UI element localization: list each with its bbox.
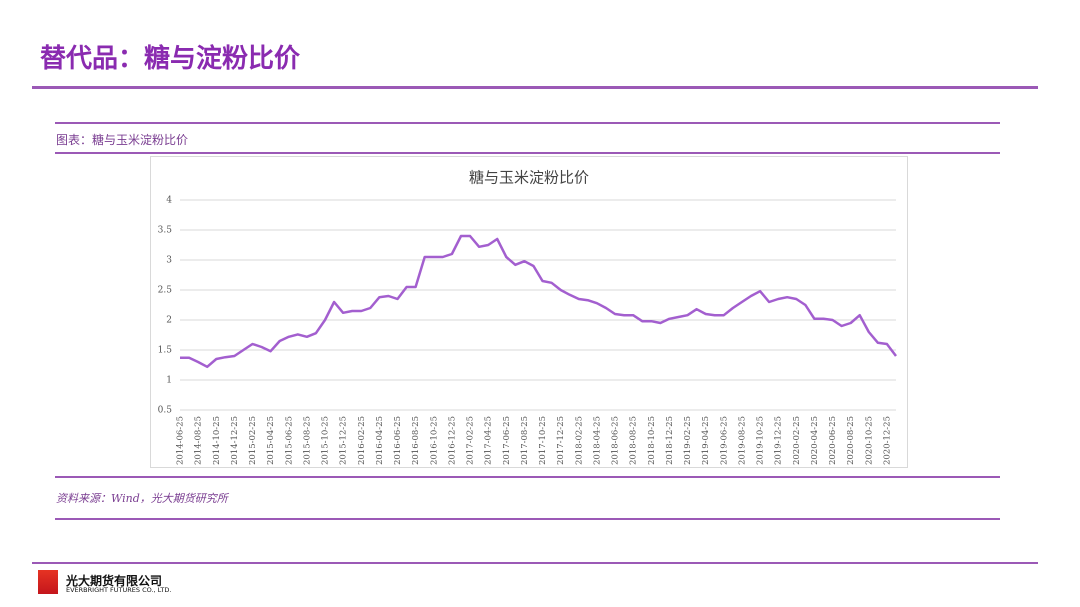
company-name-en: EVERBRIGHT FUTURES CO., LTD. (66, 586, 172, 594)
x-tick-label: 2019-04-25 (701, 416, 711, 465)
chart: 糖与玉米淀粉比价 0.5 1 1.5 2 2.5 3 3.5 4 2014-06-25 2014-… (150, 156, 908, 468)
x-tick-label: 2014-10-25 (212, 416, 222, 465)
slide-title: 替代品：糖与淀粉比价 (40, 44, 301, 74)
x-tick-label: 2016-04-25 (375, 416, 385, 465)
x-tick-label: 2018-04-25 (592, 416, 602, 465)
x-tick-label: 2016-02-25 (357, 416, 367, 465)
y-tick-label: 1 (166, 376, 172, 386)
x-tick-label: 2020-08-25 (846, 416, 856, 465)
x-tick-label: 2019-02-25 (683, 416, 693, 465)
x-tick-label: 2016-06-25 (393, 416, 403, 465)
caption-rule (55, 152, 1000, 154)
x-tick-label: 2020-06-25 (828, 416, 838, 465)
x-tick-label: 2019-08-25 (737, 416, 747, 465)
x-tick-label: 2018-02-25 (574, 416, 584, 465)
x-tick-label: 2020-04-25 (810, 416, 820, 465)
x-tick-label: 2019-10-25 (756, 416, 766, 465)
source-rule (55, 518, 1000, 520)
company-name: 光大期货有限公司 (66, 574, 163, 588)
logo (38, 570, 58, 594)
x-tick-label: 2017-06-25 (502, 416, 512, 465)
x-tick-label: 2017-04-25 (484, 416, 494, 465)
x-tick-label: 2020-02-25 (792, 416, 802, 465)
x-tick-label: 2015-10-25 (321, 416, 331, 465)
x-tick-label: 2017-12-25 (556, 416, 566, 465)
x-tick-label: 2014-08-25 (194, 416, 204, 465)
footer-rule (32, 562, 1038, 564)
y-tick-label: 4 (166, 196, 172, 206)
x-tick-label: 2015-06-25 (284, 416, 294, 465)
source-note: 资料来源：Wind，光大期货研究所 (56, 492, 228, 505)
y-tick-label: 0.5 (158, 406, 173, 416)
chart-frame (150, 156, 908, 468)
x-tick-label: 2018-12-25 (665, 416, 675, 465)
x-tick-label: 2017-08-25 (520, 416, 530, 465)
x-tick-label: 2015-12-25 (339, 416, 349, 465)
x-tick-label: 2017-02-25 (466, 416, 476, 465)
x-tick-label: 2014-06-25 (176, 416, 186, 465)
x-tick-label: 2017-10-25 (538, 416, 548, 465)
x-tick-label: 2015-04-25 (266, 416, 276, 465)
figure-caption: 图表：糖与玉米淀粉比价 (56, 133, 189, 147)
x-tick-label: 2020-10-25 (864, 416, 874, 465)
y-tick-label: 1.5 (158, 346, 173, 356)
y-tick-label: 3 (166, 256, 172, 266)
y-tick-label: 3.5 (158, 226, 173, 236)
chart-title: 糖与玉米淀粉比价 (469, 169, 589, 187)
title-rule (32, 86, 1038, 89)
source-rule (55, 476, 1000, 478)
x-tick-label: 2016-12-25 (447, 416, 457, 465)
x-tick-label: 2018-06-25 (611, 416, 621, 465)
x-tick-label: 2014-12-25 (230, 416, 240, 465)
data-line (180, 234, 897, 369)
x-tick-label: 2015-08-25 (302, 416, 312, 465)
x-tick-label: 2016-08-25 (411, 416, 421, 465)
x-tick-label: 2020-12-25 (882, 416, 892, 465)
caption-rule (55, 122, 1000, 124)
x-tick-label: 2015-02-25 (248, 416, 258, 465)
x-tick-label: 2019-06-25 (719, 416, 729, 465)
x-tick-label: 2018-08-25 (629, 416, 639, 465)
y-tick-label: 2.5 (158, 286, 173, 296)
y-tick-label: 2 (166, 316, 172, 326)
x-tick-label: 2016-10-25 (429, 416, 439, 465)
x-tick-label: 2018-10-25 (647, 416, 657, 465)
x-tick-label: 2019-12-25 (774, 416, 784, 465)
